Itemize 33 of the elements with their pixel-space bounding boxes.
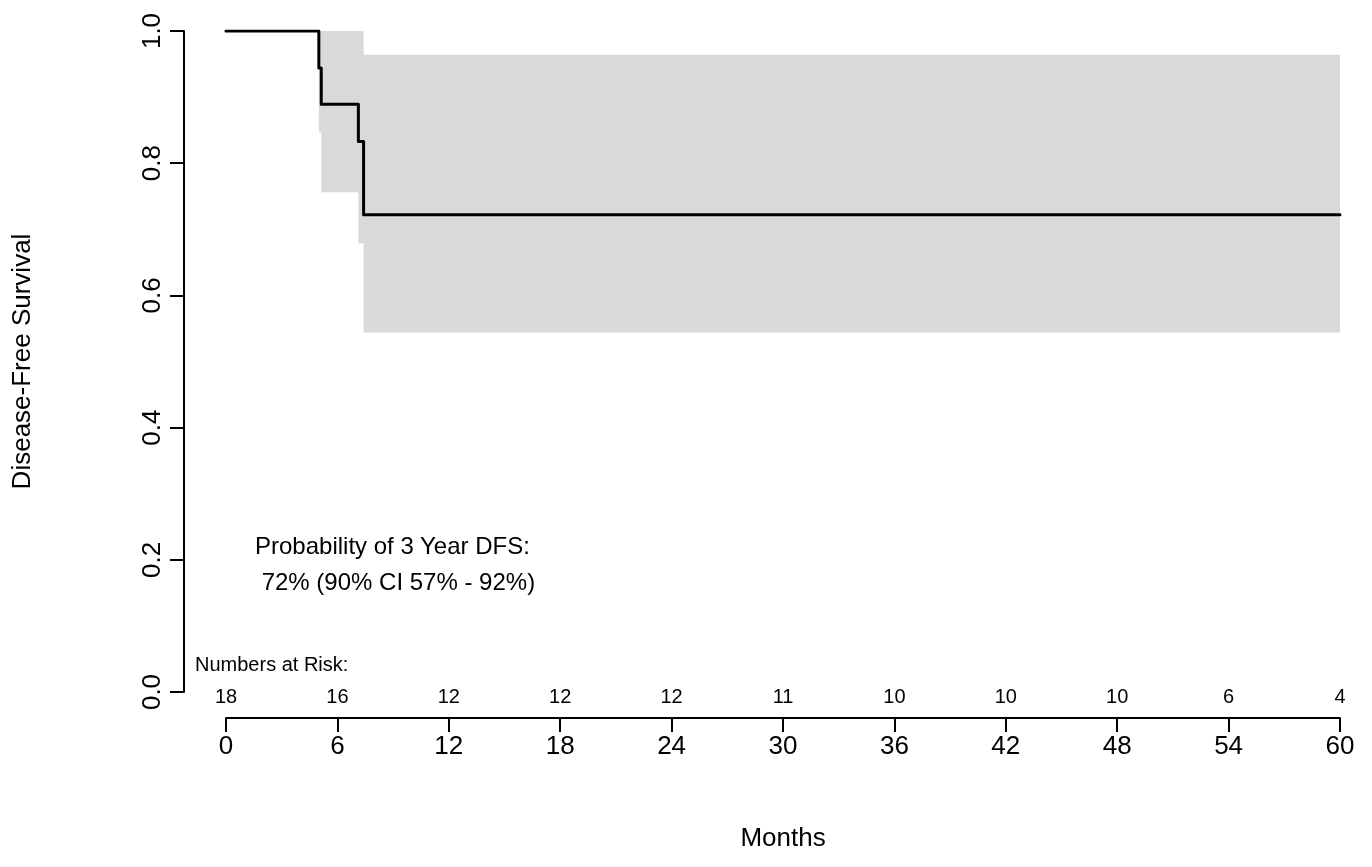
annotation: 10 [883, 685, 906, 707]
y-tick-label: 0.2 [136, 541, 166, 578]
annotation: 10 [994, 685, 1017, 707]
annotation: 12 [437, 685, 460, 707]
annotation: Probability of 3 Year DFS: [255, 531, 530, 559]
x-tick-label: 30 [768, 730, 798, 760]
x-tick-label: 18 [545, 730, 575, 760]
annotation: 6 [1223, 685, 1235, 707]
annotation: Numbers at Risk: [195, 653, 349, 675]
x-tick-label: 36 [879, 730, 909, 760]
annotation: 18 [214, 685, 238, 707]
x-tick-label: 6 [330, 730, 345, 760]
annotation: 10 [1106, 685, 1129, 707]
x-tick-label: 0 [218, 730, 234, 760]
x-tick-label: 12 [434, 730, 464, 760]
x-axis-title: Months [740, 822, 826, 852]
y-tick-label: 1.0 [136, 12, 166, 50]
annotation: 11 [772, 685, 794, 707]
annotation: 12 [660, 685, 683, 707]
y-axis-title: Disease-Free Survival [6, 233, 36, 490]
x-tick-label: 60 [1325, 730, 1355, 760]
y-tick-label: 0.4 [136, 409, 166, 446]
x-tick-label: 24 [657, 730, 687, 760]
x-tick-label: 54 [1214, 730, 1244, 760]
annotation: 12 [549, 685, 572, 707]
annotation: 4 [1334, 685, 1346, 707]
annotation: 72% (90% CI 57% - 92%) [255, 567, 536, 595]
y-tick-label: 0.6 [136, 277, 166, 314]
x-tick-label: 48 [1102, 730, 1132, 760]
y-tick-label: 0.0 [136, 673, 166, 711]
annotation: 16 [326, 685, 349, 707]
y-tick-label: 0.8 [136, 145, 166, 182]
x-tick-label: 42 [991, 730, 1021, 760]
